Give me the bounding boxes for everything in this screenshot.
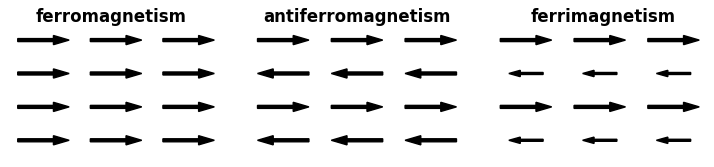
FancyArrow shape — [405, 36, 456, 45]
FancyArrow shape — [501, 102, 552, 112]
Text: antiferromagnetism: antiferromagnetism — [263, 8, 451, 26]
FancyArrow shape — [583, 137, 617, 143]
FancyArrow shape — [90, 36, 141, 45]
FancyArrow shape — [648, 102, 699, 112]
FancyArrow shape — [18, 136, 69, 145]
FancyArrow shape — [331, 69, 383, 78]
FancyArrow shape — [163, 69, 214, 78]
FancyArrow shape — [331, 102, 383, 112]
FancyArrow shape — [648, 36, 699, 45]
FancyArrow shape — [258, 102, 309, 112]
FancyArrow shape — [163, 36, 214, 45]
FancyArrow shape — [405, 69, 456, 78]
FancyArrow shape — [509, 70, 543, 77]
FancyArrow shape — [90, 69, 141, 78]
FancyArrow shape — [90, 102, 141, 112]
FancyArrow shape — [331, 36, 383, 45]
FancyArrow shape — [574, 36, 625, 45]
FancyArrow shape — [509, 137, 543, 143]
Text: ferromagnetism: ferromagnetism — [35, 8, 186, 26]
FancyArrow shape — [18, 102, 69, 112]
FancyArrow shape — [258, 136, 309, 145]
FancyArrow shape — [18, 36, 69, 45]
FancyArrow shape — [258, 69, 309, 78]
FancyArrow shape — [583, 70, 617, 77]
FancyArrow shape — [656, 70, 690, 77]
FancyArrow shape — [656, 137, 690, 143]
FancyArrow shape — [331, 136, 383, 145]
FancyArrow shape — [574, 102, 625, 112]
FancyArrow shape — [405, 136, 456, 145]
FancyArrow shape — [18, 69, 69, 78]
FancyArrow shape — [163, 136, 214, 145]
FancyArrow shape — [90, 136, 141, 145]
FancyArrow shape — [501, 36, 552, 45]
Text: ferrimagnetism: ferrimagnetism — [531, 8, 676, 26]
FancyArrow shape — [258, 36, 309, 45]
FancyArrow shape — [405, 102, 456, 112]
FancyArrow shape — [163, 102, 214, 112]
